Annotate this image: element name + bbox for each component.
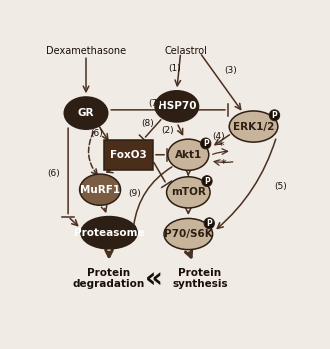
Text: P: P [272,111,278,120]
Ellipse shape [81,216,137,249]
Text: (2): (2) [161,126,174,134]
Ellipse shape [229,111,278,142]
Text: GR: GR [78,108,94,118]
Text: MuRF1: MuRF1 [80,185,120,195]
Text: «: « [145,265,163,293]
Text: Proteasome: Proteasome [74,228,144,238]
Text: P: P [206,219,212,228]
Text: (8): (8) [141,119,154,128]
Text: (6): (6) [91,129,103,138]
Text: (9): (9) [129,189,142,198]
Text: P: P [204,177,210,186]
Ellipse shape [155,91,199,122]
Text: Protein
degradation: Protein degradation [73,268,145,289]
Ellipse shape [204,218,215,229]
Text: (4): (4) [212,132,224,141]
Text: (1): (1) [168,64,181,73]
Text: (7): (7) [149,99,161,107]
Text: ERK1/2: ERK1/2 [233,121,274,132]
Text: (6): (6) [47,169,60,178]
Text: HSP70: HSP70 [157,101,196,111]
Text: Celastrol: Celastrol [164,46,207,56]
Ellipse shape [167,177,210,208]
Ellipse shape [80,174,120,205]
Text: Dexamethasone: Dexamethasone [46,46,126,56]
Text: Protein
synthesis: Protein synthesis [172,268,228,289]
Text: FoxO3: FoxO3 [110,150,147,160]
Text: P: P [203,139,209,148]
Text: P70/S6K: P70/S6K [164,229,213,239]
Ellipse shape [202,176,212,186]
Text: (5): (5) [274,183,287,192]
Ellipse shape [168,139,209,170]
Ellipse shape [164,218,213,250]
Text: (3): (3) [224,66,237,75]
Text: Akt1: Akt1 [175,150,202,160]
Ellipse shape [269,110,280,121]
Text: mTOR: mTOR [171,187,206,198]
Text: *: * [220,159,226,169]
Ellipse shape [201,138,211,149]
Ellipse shape [64,97,108,129]
Text: *: * [219,141,225,151]
FancyBboxPatch shape [104,140,152,170]
